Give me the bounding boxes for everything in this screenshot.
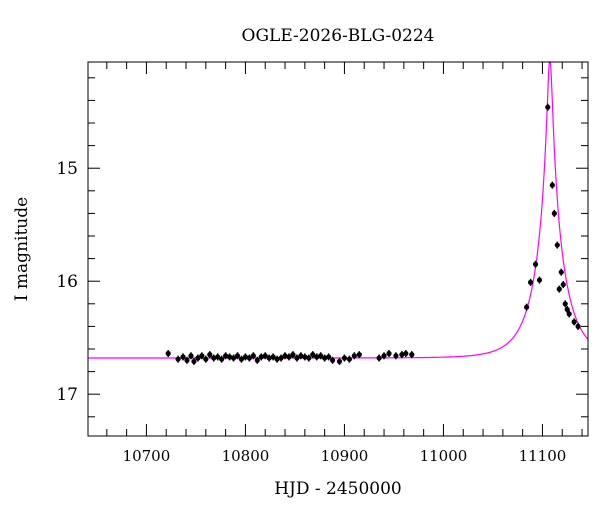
data-point [562,301,568,307]
data-point [302,354,308,360]
data-point [306,355,312,361]
data-point [298,353,304,359]
data-point [195,355,201,361]
data-point [282,353,288,359]
data-point [234,353,241,359]
data-point [278,355,284,361]
data-point [386,350,392,357]
x-tick-label: 10900 [321,447,369,465]
data-point [545,104,551,110]
data-point [341,355,348,361]
data-point [199,353,205,359]
data-point [575,323,581,329]
data-point [532,261,539,267]
x-axis-label: HJD - 2450000 [274,479,402,499]
data-point [393,353,399,359]
y-tick-label: 16 [56,272,78,292]
data-point [346,356,352,362]
data-point [318,353,324,359]
data-point [215,354,221,360]
data-point [322,355,328,361]
data-point [230,355,237,361]
chart-title: OGLE-2026-BLG-0224 [242,26,435,46]
data-point [274,356,280,362]
plot-frame [87,61,589,437]
data-point [242,354,249,360]
x-tick-label: 11000 [420,447,468,465]
data-point [266,355,272,361]
data-point [203,356,209,362]
data-point [558,269,564,275]
data-point [329,357,336,363]
data-point [527,279,534,285]
data-point [356,352,362,358]
model-curve [88,61,589,359]
y-tick-label: 15 [56,159,78,179]
data-point [188,353,194,359]
data-point [250,353,256,359]
data-point [325,354,332,360]
data-point [226,354,233,360]
data-point [294,355,300,361]
data-point [351,353,357,359]
data-point [211,355,217,361]
data-point [403,350,409,357]
data-point [566,311,572,317]
data-point [409,352,415,358]
data-point [549,182,555,188]
data-point [180,354,186,360]
data-point [258,354,264,360]
data-point [191,358,197,365]
data-point [165,350,171,357]
data-point [286,354,292,360]
y-tick-label: 17 [56,385,78,405]
x-tick-label: 10800 [222,447,270,465]
data-point [560,281,566,288]
data-point [381,353,387,359]
data-point [336,358,343,365]
data-point [223,353,229,359]
data-point [290,352,296,358]
data-point [246,355,252,361]
data-point [314,354,320,360]
data-point [254,357,260,363]
data-point [207,352,213,358]
data-point [270,354,276,360]
data-point [399,352,405,358]
data-point [184,357,190,363]
data-point [554,242,560,248]
x-tick-label: 11100 [519,447,567,465]
data-point [310,352,316,358]
data-point [551,210,557,217]
data-point [219,356,225,362]
data-point [238,356,245,362]
data-point [536,277,543,283]
data-point [571,319,577,325]
data-point [524,304,530,310]
y-axis-label: I magnitude [12,197,32,301]
x-tick-label: 10700 [123,447,171,465]
data-point [556,286,562,292]
data-point [376,355,382,361]
data-point [262,353,268,359]
data-point [175,356,181,362]
